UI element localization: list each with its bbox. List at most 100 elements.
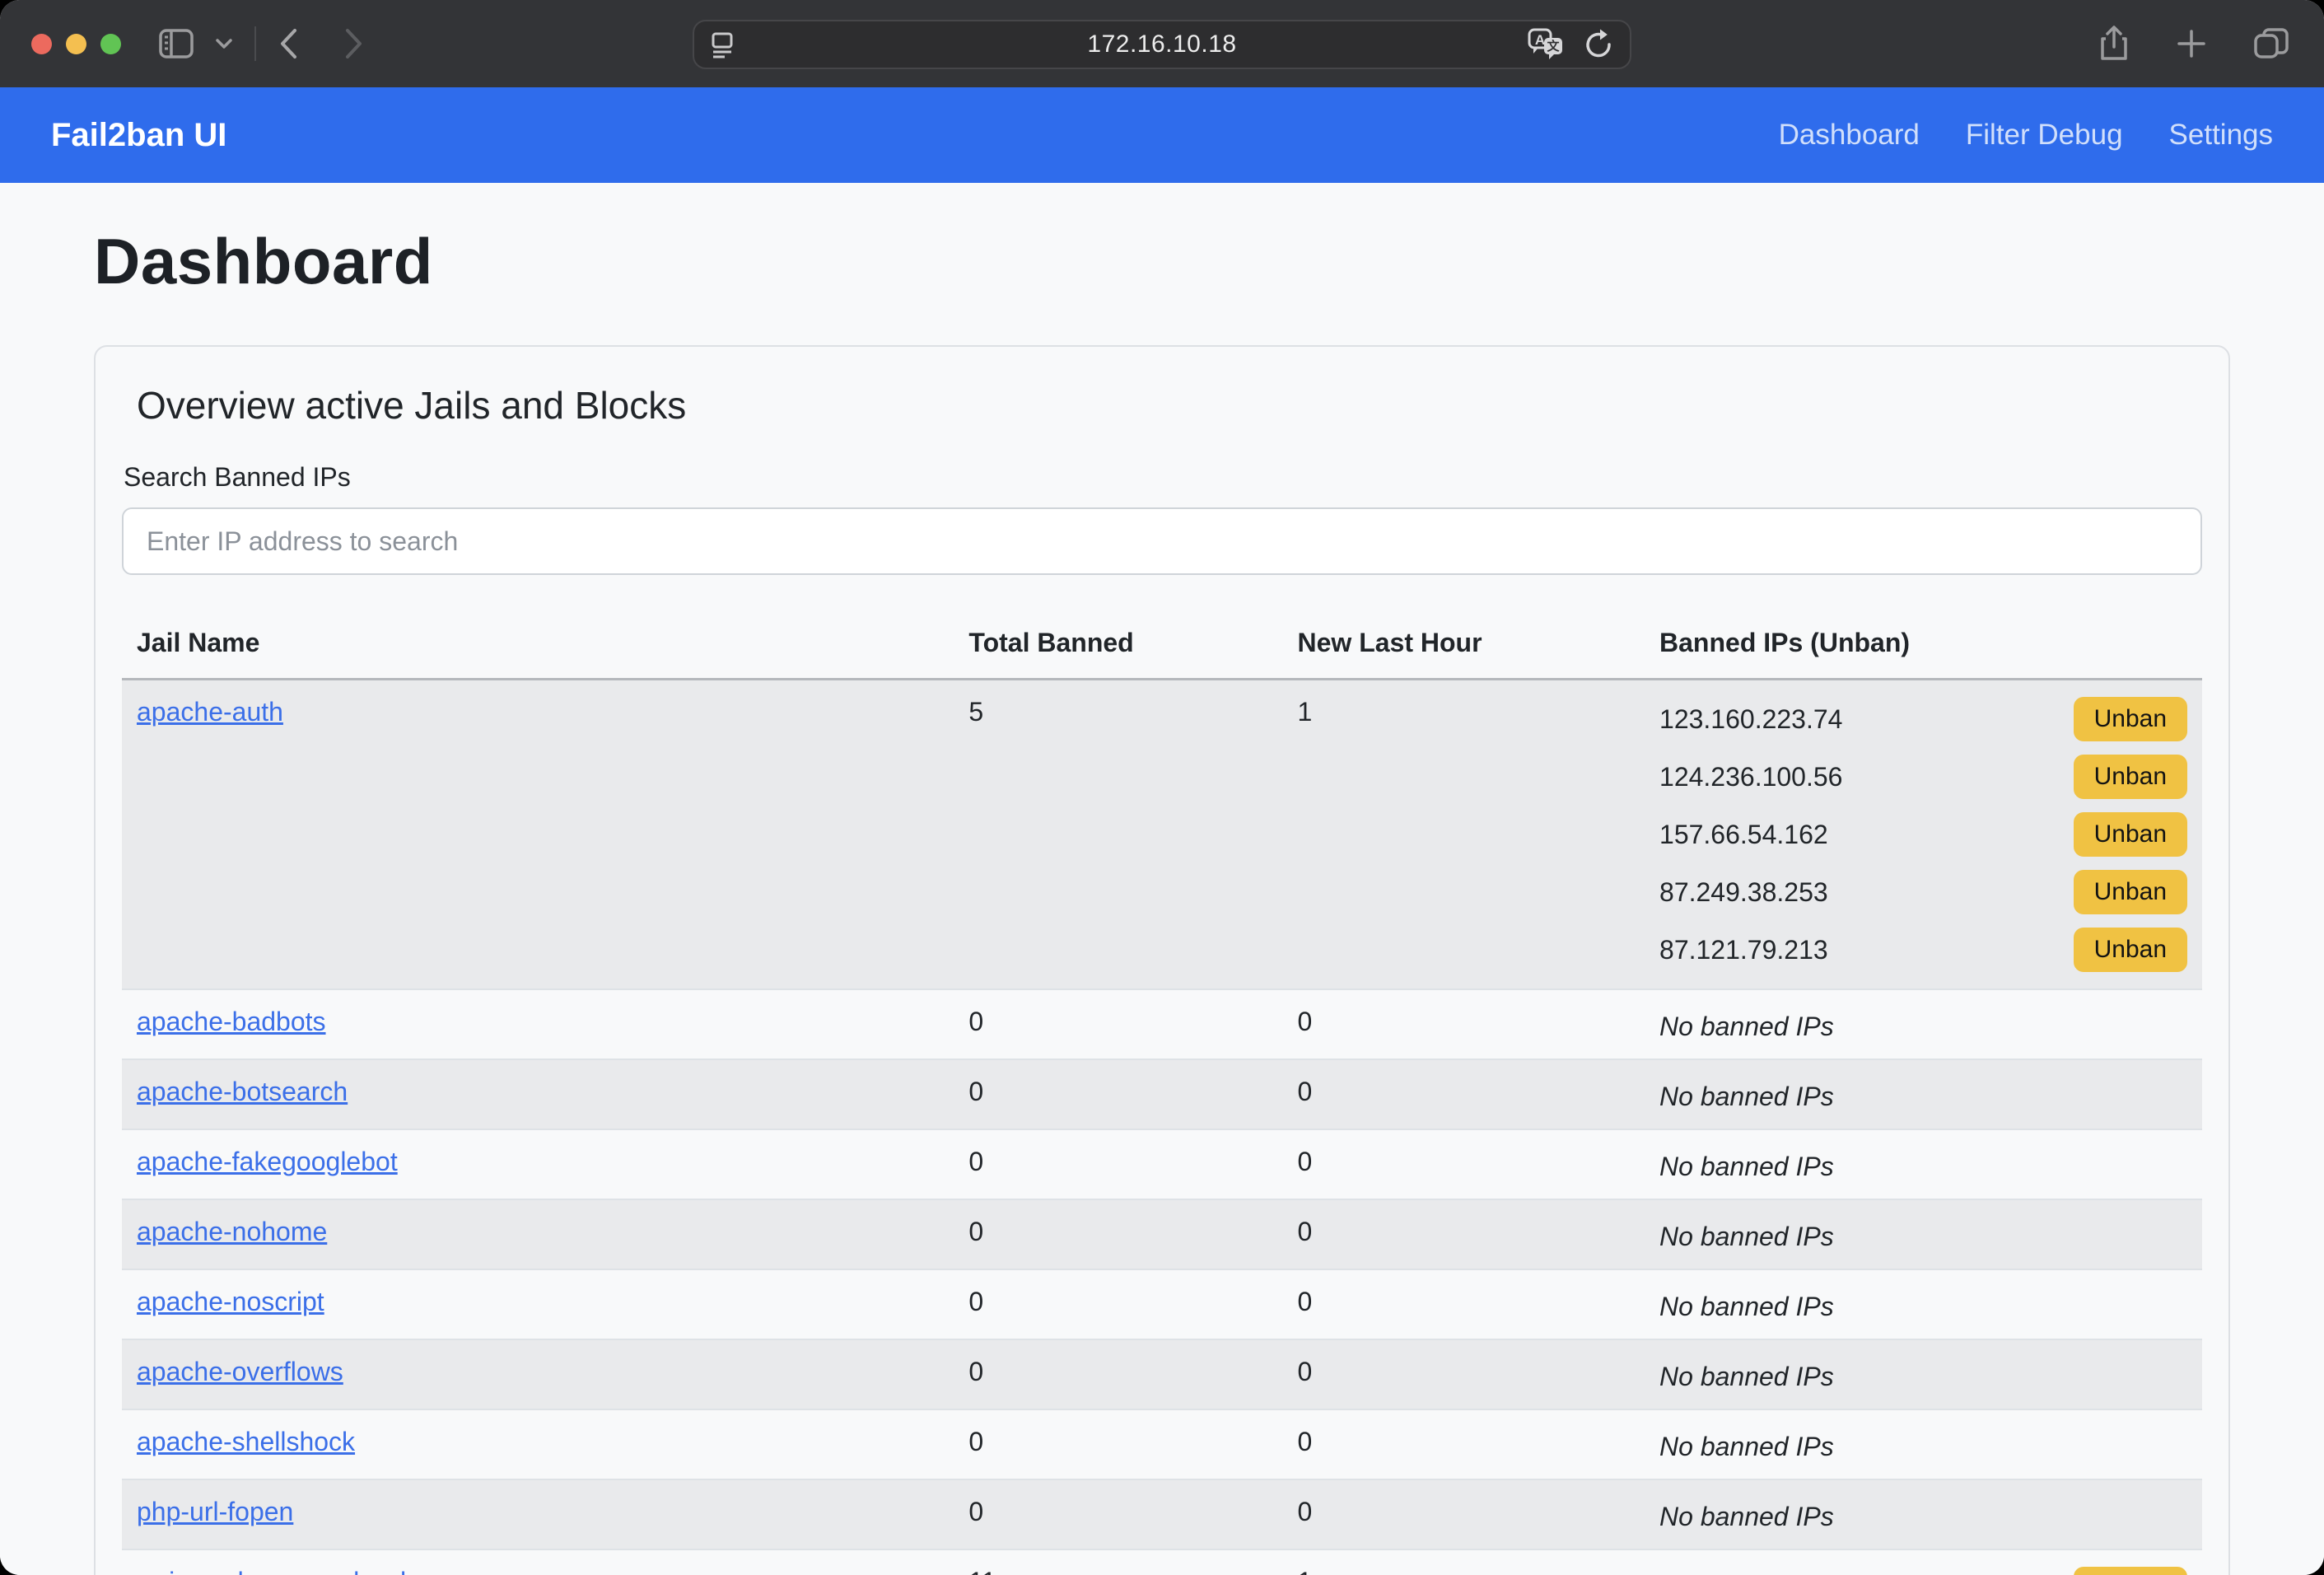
- banned-ip: 157.66.54.162: [1659, 819, 1828, 849]
- banned-ips-cell: No banned IPs: [1645, 1409, 2202, 1480]
- back-button[interactable]: [278, 27, 299, 60]
- header-jail-name: Jail Name: [122, 608, 954, 680]
- table-row: apache-noscript 0 0 No banned IPs: [122, 1269, 2202, 1340]
- tab-overview-button[interactable]: [2253, 27, 2289, 60]
- unban-button[interactable]: Unban: [2073, 755, 2187, 799]
- new-last-hour-cell: 0: [1282, 1269, 1645, 1340]
- new-last-hour-cell: 1: [1282, 1549, 1645, 1575]
- no-banned-ips-text: No banned IPs: [1659, 1082, 1834, 1111]
- no-banned-ips-text: No banned IPs: [1659, 1502, 1834, 1531]
- chevron-down-icon: [216, 39, 232, 49]
- total-banned-cell: 0: [954, 1479, 1283, 1550]
- table-row: php-url-fopen 0 0 No banned IPs: [122, 1479, 2202, 1550]
- close-window-button[interactable]: [31, 33, 52, 54]
- banned-ips-cell: 194.50.16.252 UnbanUnban: [1645, 1549, 2202, 1575]
- share-icon: [2101, 26, 2127, 60]
- total-banned-cell: 0: [954, 1199, 1283, 1270]
- jail-link[interactable]: swissmakers-apache-dos: [137, 1567, 434, 1575]
- unban-button[interactable]: Unban: [2073, 697, 2187, 741]
- chevron-left-icon: [281, 29, 296, 58]
- total-banned-cell: 0: [954, 989, 1283, 1060]
- sidebar-menu-chevron-button[interactable]: [215, 38, 233, 49]
- plus-icon: [2177, 30, 2205, 58]
- browser-titlebar: 172.16.10.18 A 文: [0, 0, 2324, 87]
- jail-link[interactable]: apache-nohome: [137, 1217, 328, 1246]
- table-row: apache-fakegooglebot 0 0 No banned IPs: [122, 1129, 2202, 1200]
- total-banned-cell: 0: [954, 1269, 1283, 1340]
- reload-button[interactable]: [1584, 28, 1615, 61]
- table-row: apache-overflows 0 0 No banned IPs: [122, 1339, 2202, 1410]
- nav-link-dashboard[interactable]: Dashboard: [1778, 119, 1920, 151]
- translate-button[interactable]: A 文: [1528, 28, 1564, 61]
- banned-ip-row: 157.66.54.162 Unban: [1659, 812, 2187, 857]
- banned-ips-cell: No banned IPs: [1645, 1339, 2202, 1410]
- search-input[interactable]: [122, 507, 2202, 575]
- total-banned-cell: 0: [954, 1059, 1283, 1130]
- jail-link[interactable]: apache-badbots: [137, 1007, 326, 1036]
- banned-ips-cell: No banned IPs: [1645, 1479, 2202, 1550]
- minimize-window-button[interactable]: [66, 33, 86, 54]
- new-last-hour-cell: 0: [1282, 1059, 1645, 1130]
- new-last-hour-cell: 0: [1282, 1409, 1645, 1480]
- zoom-window-button[interactable]: [100, 33, 121, 54]
- svg-text:文: 文: [1547, 39, 1560, 54]
- unban-button[interactable]: Unban: [2073, 812, 2187, 857]
- jail-link[interactable]: apache-overflows: [137, 1357, 343, 1386]
- brand: Fail2ban UI: [51, 116, 227, 153]
- search-label: Search Banned IPs: [124, 462, 351, 492]
- banned-ips-cell: No banned IPs: [1645, 1059, 2202, 1130]
- no-banned-ips-text: No banned IPs: [1659, 1362, 1834, 1391]
- share-button[interactable]: [2098, 26, 2130, 62]
- table-row: apache-badbots 0 0 No banned IPs: [122, 989, 2202, 1060]
- jail-link[interactable]: apache-auth: [137, 697, 283, 727]
- table-row: swissmakers-apache-dos 111 194.50.16.252 Un…: [122, 1549, 2202, 1575]
- jail-link[interactable]: apache-shellshock: [137, 1427, 356, 1456]
- new-last-hour-cell: 0: [1282, 1199, 1645, 1270]
- unban-button[interactable]: Unban: [2073, 1567, 2187, 1575]
- forward-button[interactable]: [343, 27, 365, 60]
- no-banned-ips-text: No banned IPs: [1659, 1152, 1834, 1181]
- nav-link-filter-debug[interactable]: Filter Debug: [1965, 119, 2123, 151]
- table-row: apache-auth 5 1 123.160.223.74 Unban 124.236.…: [122, 679, 2202, 990]
- jail-link[interactable]: apache-fakegooglebot: [137, 1147, 398, 1176]
- no-banned-ips-text: No banned IPs: [1659, 1012, 1834, 1041]
- nav-link-settings[interactable]: Settings: [2168, 119, 2273, 151]
- page-content: Dashboard Overview active Jails and Bloc…: [0, 183, 2324, 1575]
- jail-link[interactable]: apache-noscript: [137, 1287, 324, 1316]
- translate-icon: A 文: [1528, 28, 1562, 59]
- table-row: apache-nohome 0 0 No banned IPs: [122, 1199, 2202, 1270]
- banned-ips-cell: No banned IPs: [1645, 1129, 2202, 1200]
- banned-ips-cell: 123.160.223.74 Unban 124.236.100.56 Unban 15…: [1645, 679, 2202, 990]
- unban-button[interactable]: Unban: [2073, 870, 2187, 914]
- jail-link[interactable]: php-url-fopen: [137, 1497, 294, 1526]
- svg-text:A: A: [1535, 32, 1545, 48]
- banned-ip: 124.236.100.56: [1659, 761, 1843, 792]
- new-last-hour-cell: 0: [1282, 989, 1645, 1060]
- banned-ip-row: 124.236.100.56 Unban: [1659, 755, 2187, 799]
- nav-links: Dashboard Filter Debug Settings: [1779, 119, 2273, 152]
- table-row: apache-botsearch 0 0 No banned IPs: [122, 1059, 2202, 1130]
- table-header-row: Jail Name Total Banned New Last Hour Ban…: [122, 608, 2202, 680]
- no-banned-ips-text: No banned IPs: [1659, 1222, 1834, 1251]
- header-new-last-hour: New Last Hour: [1282, 608, 1645, 680]
- total-banned-cell: 0: [954, 1129, 1283, 1200]
- tabs-icon: [2254, 28, 2289, 58]
- banned-ip-row: 87.121.79.213 Unban: [1659, 928, 2187, 972]
- jail-link[interactable]: apache-botsearch: [137, 1077, 348, 1106]
- total-banned-cell: 0: [954, 1339, 1283, 1410]
- new-last-hour-cell: 0: [1282, 1129, 1645, 1200]
- new-last-hour-cell: 1: [1282, 679, 1645, 990]
- banned-ips-cell: No banned IPs: [1645, 1269, 2202, 1340]
- new-tab-button[interactable]: [2176, 28, 2207, 59]
- table-row: apache-shellshock 0 0 No banned IPs: [122, 1409, 2202, 1480]
- toolbar-divider: [254, 26, 256, 61]
- unban-button[interactable]: Unban: [2073, 928, 2187, 972]
- banned-ips-cell: No banned IPs: [1645, 989, 2202, 1060]
- app-navbar: Fail2ban UI Dashboard Filter Debug Setti…: [0, 87, 2324, 183]
- total-banned-cell: 0: [954, 1409, 1283, 1480]
- new-last-hour-cell: 0: [1282, 1339, 1645, 1410]
- banned-ip-row: 87.249.38.253 Unban: [1659, 870, 2187, 914]
- sidebar-toggle-button[interactable]: [159, 29, 194, 58]
- address-bar[interactable]: 172.16.10.18 A 文: [693, 20, 1631, 69]
